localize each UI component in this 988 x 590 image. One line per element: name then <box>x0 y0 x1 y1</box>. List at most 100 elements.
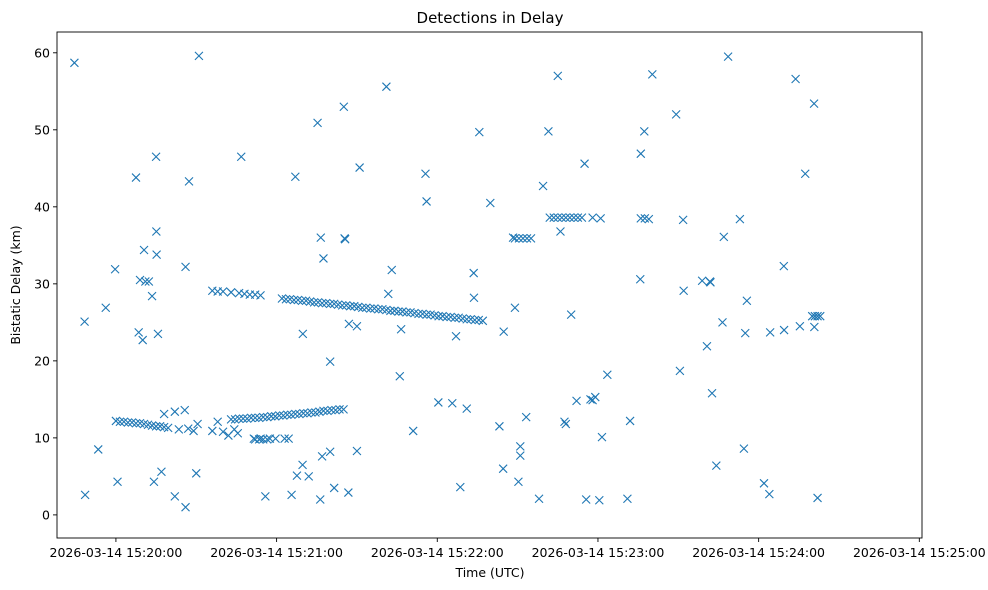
data-point <box>226 415 236 424</box>
data-point <box>549 213 559 222</box>
data-point <box>115 417 125 427</box>
data-point <box>373 304 383 314</box>
plot-area <box>57 32 922 538</box>
data-point <box>325 447 335 457</box>
plot-frame <box>56 31 923 539</box>
data-point <box>451 331 461 341</box>
data-point <box>207 426 217 436</box>
data-point <box>395 371 405 381</box>
data-point <box>134 327 144 337</box>
data-point <box>515 451 525 460</box>
data-point <box>469 268 479 278</box>
data-point <box>382 82 391 92</box>
data-point <box>319 254 328 263</box>
data-point <box>434 311 444 321</box>
data-point <box>280 434 290 444</box>
data-point <box>478 316 488 326</box>
data-point <box>739 444 749 454</box>
data-point <box>596 213 606 223</box>
data-point <box>304 471 314 481</box>
data-point <box>538 181 548 191</box>
data-point <box>340 234 350 244</box>
data-point <box>174 425 184 434</box>
data-point <box>213 417 223 427</box>
data-point <box>679 286 689 296</box>
data-point <box>147 291 157 301</box>
data-point <box>644 214 654 224</box>
data-point <box>233 428 243 438</box>
data-point <box>292 471 302 481</box>
x-axis-label: Time (UTC) <box>454 565 524 580</box>
data-point <box>281 294 291 304</box>
data-point <box>815 311 825 321</box>
data-point <box>469 293 479 303</box>
data-point <box>170 492 180 501</box>
data-point <box>250 413 260 423</box>
data-point <box>352 321 362 331</box>
data-point <box>495 421 504 431</box>
data-point <box>113 477 122 487</box>
data-point <box>485 198 495 208</box>
data-point <box>809 322 819 332</box>
data-point <box>625 416 635 426</box>
data-point <box>526 234 536 243</box>
data-point <box>386 306 395 316</box>
data-point <box>315 495 325 504</box>
data-point <box>93 445 103 454</box>
data-point <box>569 213 579 222</box>
data-point <box>271 434 280 444</box>
data-point <box>706 277 715 287</box>
data-point <box>514 234 524 243</box>
data-point <box>462 314 472 324</box>
data-point <box>258 412 268 422</box>
data-point <box>339 102 349 112</box>
data-point <box>194 51 204 61</box>
data-point <box>266 411 276 421</box>
data-point <box>193 419 202 429</box>
data-point <box>343 488 353 497</box>
data-point <box>414 309 423 319</box>
data-point <box>131 418 141 428</box>
data-point <box>544 126 553 136</box>
data-point <box>159 409 169 419</box>
data-point <box>556 227 565 236</box>
data-point <box>325 299 335 309</box>
data-point <box>383 289 393 299</box>
data-point <box>779 261 789 271</box>
data-point <box>254 435 264 444</box>
data-point <box>123 418 133 427</box>
data-point <box>590 392 600 402</box>
data-point <box>594 495 604 505</box>
data-point <box>152 250 162 259</box>
data-point <box>742 296 752 306</box>
data-point <box>238 414 248 424</box>
data-point <box>534 494 544 504</box>
data-point <box>184 177 194 186</box>
data-point <box>723 52 733 62</box>
data-point <box>623 494 632 504</box>
data-point <box>791 74 800 84</box>
x-tick-label: 2026-03-14 15:20:00 <box>50 545 183 560</box>
data-point <box>675 366 685 376</box>
data-point <box>515 441 525 451</box>
data-point <box>711 461 721 470</box>
data-point <box>602 370 612 380</box>
data-point <box>339 404 348 414</box>
data-point <box>151 421 161 431</box>
data-point <box>140 277 150 286</box>
data-point <box>226 287 236 297</box>
data-point <box>309 297 319 307</box>
data-point <box>764 489 774 499</box>
data-point <box>284 434 294 444</box>
data-point <box>707 388 717 398</box>
data-point <box>718 317 727 327</box>
data-point <box>636 213 646 223</box>
data-point <box>402 307 411 317</box>
x-tick-label: 2026-03-14 15:24:00 <box>692 545 825 560</box>
data-point <box>553 71 563 81</box>
data-point <box>678 215 688 225</box>
data-point <box>499 327 509 336</box>
data-point <box>307 408 316 417</box>
data-point <box>180 405 190 415</box>
